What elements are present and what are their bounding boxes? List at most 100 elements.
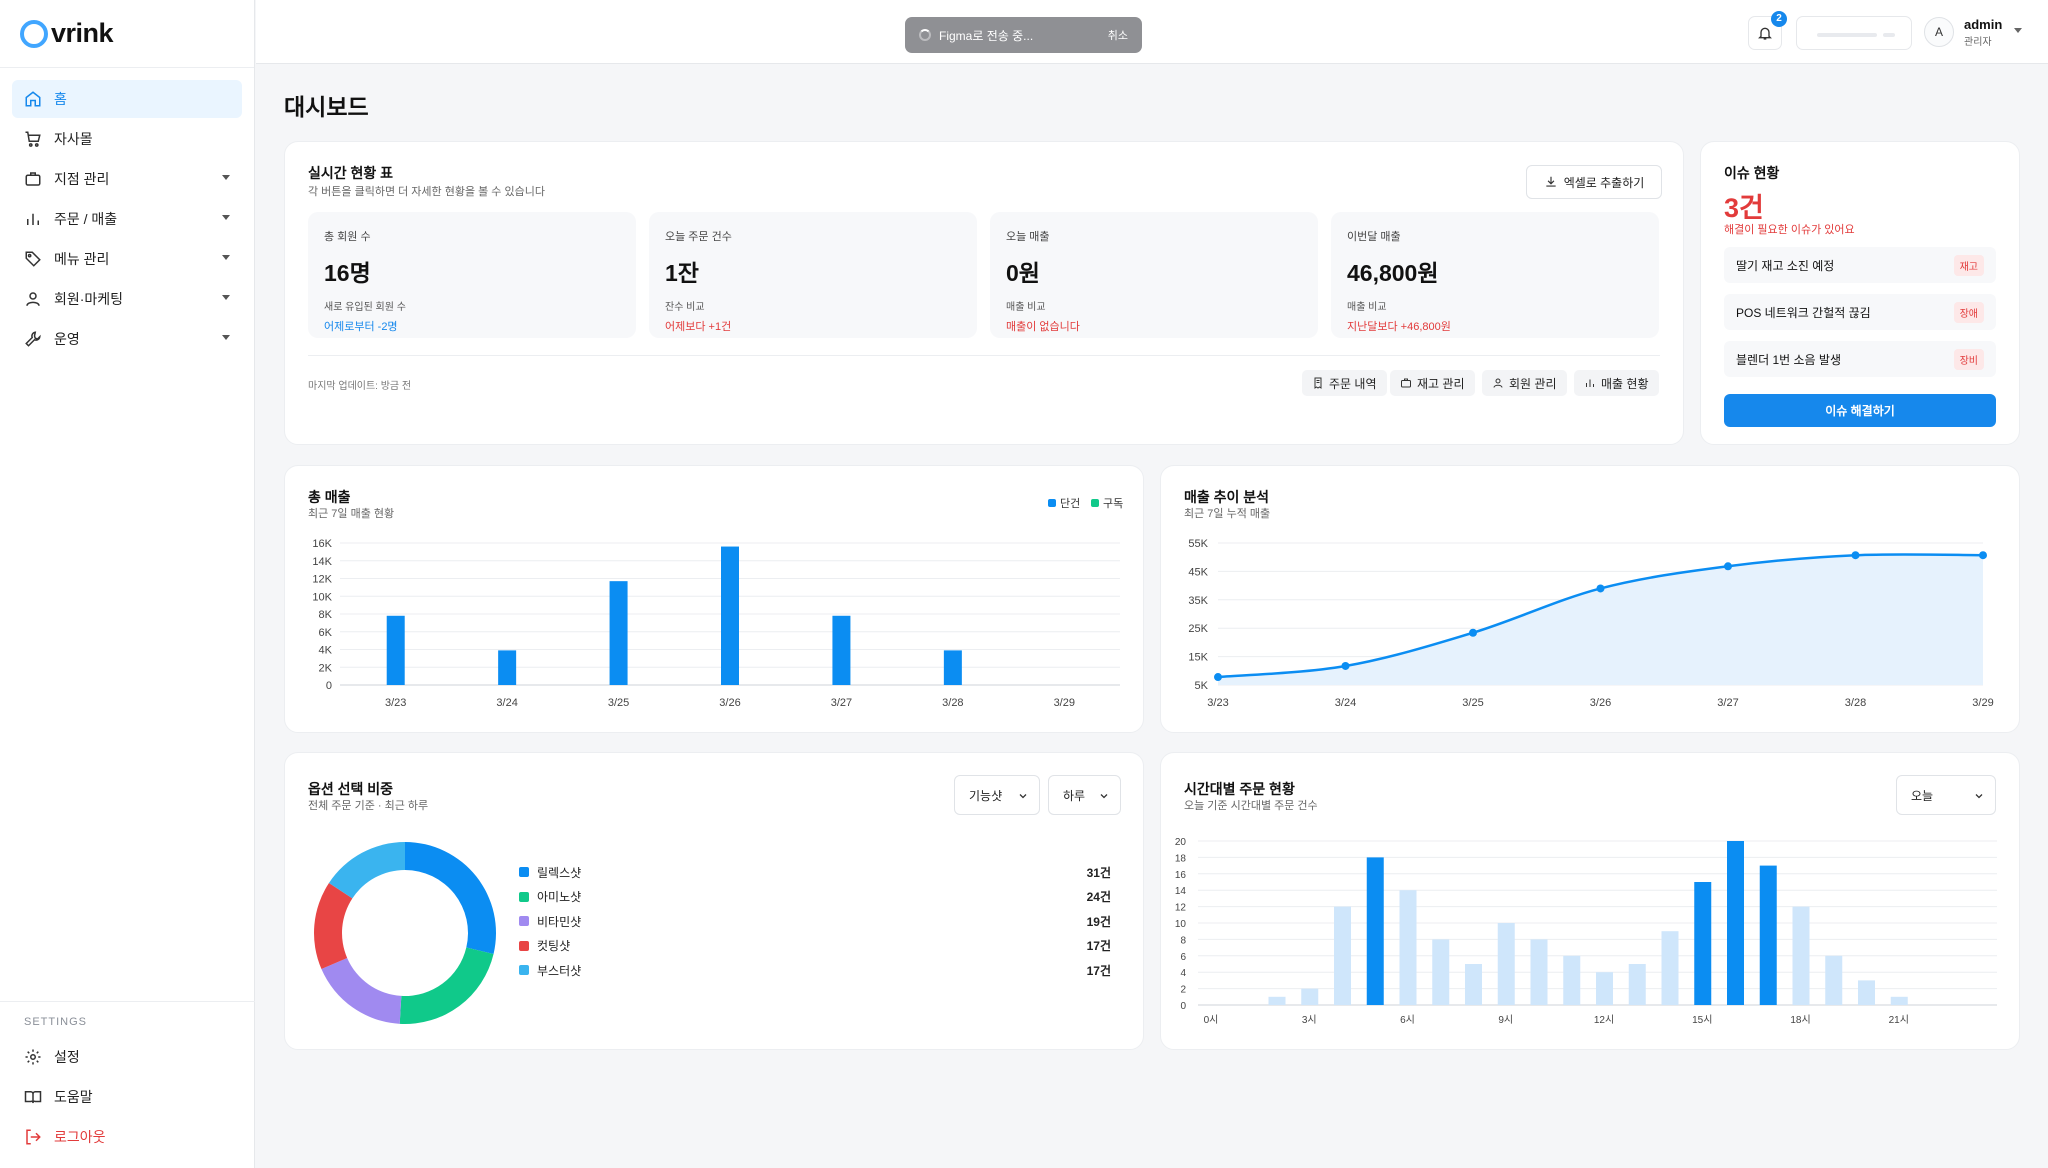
chevron-down-icon (222, 335, 230, 340)
issue-tag: 장비 (1953, 348, 1984, 370)
logo[interactable]: vrink (0, 0, 254, 68)
issues-title: 이슈 현황 (1724, 165, 1780, 181)
issue-item[interactable]: 블렌더 1번 소음 발생 장비 (1724, 341, 1996, 377)
donut-legend-item: 비타민샷 19건 (519, 912, 1111, 930)
bar (1530, 939, 1548, 1005)
sidebar-item-menu[interactable]: 메뉴 관리 (12, 240, 242, 278)
toast-cancel-button[interactable]: 취소 (1107, 30, 1128, 42)
legend-label: 부스터샷 (537, 963, 582, 978)
book-icon (24, 1091, 42, 1104)
stat-value: 1잔 (665, 260, 699, 286)
realtime-title: 실시간 현황 표 (308, 165, 394, 181)
issue-label: 딸기 재고 소진 예정 (1736, 258, 1835, 273)
hourly-title: 시간대별 주문 현황 (1184, 781, 1295, 797)
user-name[interactable]: admin (1964, 17, 2003, 32)
category-select[interactable]: 기능샷 (954, 775, 1040, 815)
header-placeholder-control[interactable] (1796, 16, 1912, 50)
y-tick-label: 20 (1175, 837, 1187, 848)
top-header: Figma로 전송 중... 취소 2 A admin 관리자 (256, 0, 2048, 64)
bar (1301, 988, 1319, 1005)
notification-button[interactable]: 2 (1748, 11, 1787, 50)
issues-card: 이슈 현황 3건 해결이 필요한 이슈가 있어요 딸기 재고 소진 예정 재고 … (1700, 141, 2020, 445)
stat-card-members[interactable]: 총 회원 수 16명 새로 유입된 회원 수 어제로부터 -2명 (308, 212, 636, 338)
issue-count: 3건 (1724, 193, 1764, 223)
legend-value: 24건 (1086, 890, 1111, 904)
total-sales-chart: 0 2K 4K 6K 8K 10K 12K 14K 16K 3/23 3/24 3/25 3/26 3/2… (312, 538, 1120, 709)
total-sales-subtitle: 최근 7일 매출 현황 (308, 508, 395, 520)
hourly-orders-chart: 0 2 4 6 8 10 12 14 16 18 20 0시 3시 6시 9시 12시 15시 18시 21시 (1175, 837, 1997, 1026)
sales-trend-card: 매출 추이 분석 최근 7일 누적 매출 5K 15K 25K 35K 45K 55K 3/… (1160, 465, 2020, 733)
y-tick-label: 8 (1180, 935, 1186, 946)
sidebar-item-help[interactable]: 도움말 (12, 1078, 243, 1116)
stat-label: 오늘 매출 (1006, 231, 1050, 243)
donut-legend-item: 컷팅샷 17건 (519, 937, 1111, 955)
x-tick-label: 6시 (1400, 1014, 1415, 1026)
legend-value: 17건 (1086, 939, 1111, 953)
receipt-icon (1314, 377, 1322, 389)
sidebar-item-label: 주문 / 매출 (54, 211, 118, 227)
y-tick-label: 5K (1195, 680, 1209, 692)
quick-button-label: 재고 관리 (1417, 376, 1465, 391)
y-tick-label: 4 (1180, 968, 1186, 979)
period-select[interactable]: 하루 (1048, 775, 1121, 815)
stat-label: 오늘 주문 건수 (665, 231, 732, 243)
y-tick-label: 55K (1188, 538, 1208, 550)
stat-card-month-sales[interactable]: 이번달 매출 46,800원 매출 비교 지난달보다 +46,800원 (1331, 212, 1659, 338)
x-tick-label: 3시 (1302, 1014, 1317, 1026)
x-tick-label: 21시 (1889, 1014, 1909, 1026)
y-tick-label: 0 (326, 680, 332, 692)
sidebar-item-shop[interactable]: 자사몰 (12, 120, 242, 158)
issue-item[interactable]: POS 네트워크 간헐적 끊김 장애 (1724, 294, 1996, 330)
stat-compare-label: 매출 비교 (1006, 302, 1046, 313)
stat-card-orders[interactable]: 오늘 주문 건수 1잔 잔수 비교 어제보다 +1건 (649, 212, 977, 338)
chevron-down-icon[interactable] (2014, 28, 2022, 33)
sidebar-item-branch[interactable]: 지점 관리 (12, 160, 242, 198)
legend-label: 컷팅샷 (537, 939, 571, 953)
export-excel-button[interactable]: 엑셀로 추출하기 (1526, 165, 1662, 199)
sales-status-button[interactable]: 매출 현황 (1574, 370, 1659, 396)
issue-item[interactable]: 딸기 재고 소진 예정 재고 (1724, 247, 1996, 283)
stat-compare: 어제보다 +1건 (665, 321, 732, 333)
sidebar-item-members[interactable]: 회원·마케팅 (12, 280, 242, 318)
resolve-issues-button[interactable]: 이슈 해결하기 (1724, 394, 1996, 427)
bell-icon (1758, 27, 1772, 40)
sidebar-item-home[interactable]: 홈 (12, 80, 242, 118)
data-point (1851, 551, 1860, 560)
bar (1858, 980, 1875, 1005)
x-tick-label: 3/27 (831, 697, 852, 709)
x-tick-label: 3/26 (719, 697, 740, 709)
bar (1825, 955, 1843, 1005)
stat-card-today-sales[interactable]: 오늘 매출 0원 매출 비교 매출이 없습니다 (990, 212, 1318, 338)
y-tick-label: 14K (312, 556, 332, 568)
bar (1432, 939, 1450, 1005)
legend-swatch (1091, 499, 1099, 507)
y-tick-label: 16K (312, 538, 332, 550)
sidebar-item-label: 회원·마케팅 (54, 291, 124, 307)
stat-value: 46,800원 (1347, 260, 1439, 286)
sidebar-item-label: 홈 (54, 91, 67, 107)
sidebar-item-logout[interactable]: 로그아웃 (12, 1118, 243, 1156)
data-point (1214, 673, 1222, 682)
avatar[interactable]: A (1924, 17, 1954, 47)
quick-button-label: 매출 현황 (1601, 376, 1649, 391)
hourly-period-select[interactable]: 오늘 (1896, 775, 1996, 815)
settings-section: SETTINGS 설정 도움말 로그아웃 (0, 1001, 255, 1168)
legend-swatch (519, 867, 529, 877)
inventory-button[interactable]: 재고 관리 (1390, 370, 1475, 396)
data-point (1341, 661, 1350, 670)
x-tick-label: 0시 (1204, 1014, 1219, 1026)
bar (1563, 955, 1581, 1005)
order-history-button[interactable]: 주문 내역 (1302, 370, 1387, 396)
page-title: 대시보드 (284, 94, 369, 120)
tag-icon (25, 251, 41, 267)
sidebar-item-settings[interactable]: 설정 (12, 1038, 243, 1076)
sidebar-item-orders[interactable]: 주문 / 매출 (12, 200, 242, 238)
member-management-button[interactable]: 회원 관리 (1482, 370, 1567, 396)
bar (1628, 964, 1646, 1005)
y-tick-label: 4K (319, 645, 333, 657)
stat-compare-label: 매출 비교 (1347, 302, 1387, 313)
chevron-down-icon (1019, 794, 1027, 799)
logout-icon (26, 1129, 41, 1145)
x-tick-label: 3/28 (942, 697, 963, 709)
sidebar-item-operations[interactable]: 운영 (12, 320, 242, 358)
